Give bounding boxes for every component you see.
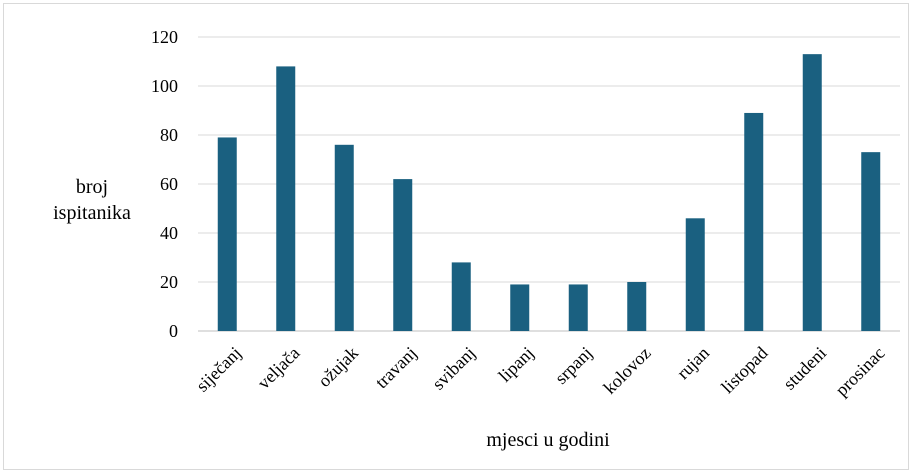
x-tick-label: srpanj: [551, 343, 596, 388]
bar-prosinac: [861, 152, 881, 331]
x-tick-label: lipanj: [494, 343, 537, 386]
y-tick-label: 40: [160, 223, 178, 243]
y-tick-label: 100: [151, 76, 178, 96]
bar-listopad: [744, 112, 764, 331]
y-tick-label: 60: [160, 174, 178, 194]
y-tick-label: 120: [151, 27, 178, 47]
bar-lipanj: [510, 284, 530, 331]
bars: [217, 54, 881, 332]
bar-rujan: [685, 218, 705, 331]
bar-kolovoz: [627, 282, 647, 331]
bar-siječanj: [217, 137, 237, 331]
y-axis-label-line-2: ispitanika: [53, 202, 131, 224]
gridlines: [198, 36, 900, 332]
x-tick-label: siječanj: [192, 343, 245, 396]
x-tick-label: ožujak: [314, 343, 362, 391]
x-tick-label: veljača: [253, 343, 303, 393]
y-tick-labels: 0 20 40 60 80 100 120: [151, 27, 178, 341]
bar-ožujak: [334, 144, 354, 331]
y-tick-label: 0: [169, 321, 178, 341]
bar-veljača: [276, 66, 296, 332]
x-tick-label: travanj: [371, 343, 420, 392]
x-tick-label: rujan: [673, 343, 713, 383]
bar-srpanj: [568, 284, 588, 331]
x-tick-label: studeni: [779, 343, 830, 394]
x-axis-label: mjesci u godini: [486, 429, 610, 451]
y-tick-label: 20: [160, 272, 178, 292]
x-tick-label: prosinac: [831, 343, 888, 400]
bar-studeni: [802, 54, 822, 332]
bar-travanj: [393, 179, 413, 331]
x-tick-label: kolovoz: [599, 343, 654, 398]
x-tick-label: listopad: [717, 343, 771, 397]
y-tick-label: 80: [160, 125, 178, 145]
x-tick-label: svibanj: [428, 343, 479, 394]
bar-svibanj: [451, 262, 471, 331]
y-axis-label-line-1: broj: [76, 176, 108, 198]
x-tick-labels: siječanj veljača ožujak travanj svibanj lipan…: [192, 343, 889, 400]
